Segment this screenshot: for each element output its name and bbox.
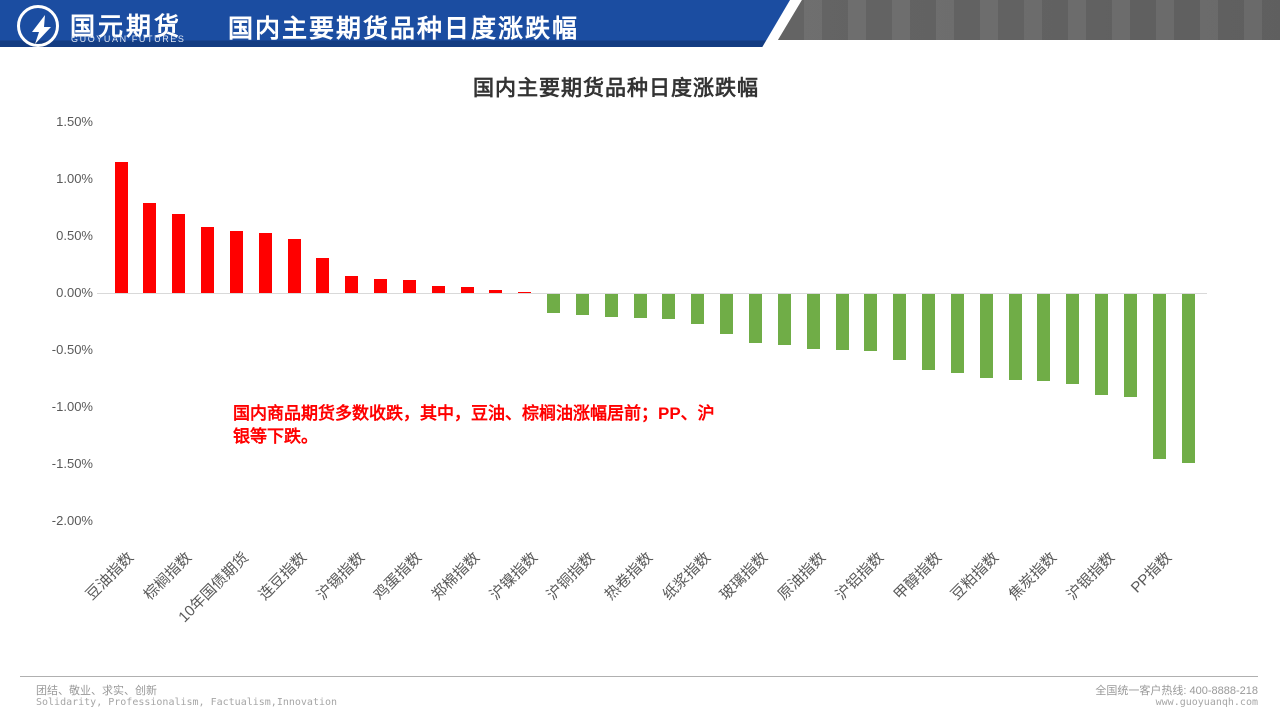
bar — [950, 294, 964, 373]
bar — [777, 294, 791, 346]
y-axis-tick: 0.00% — [56, 285, 93, 300]
guoyuan-logo-icon — [17, 5, 59, 47]
x-axis-label: 豆粕指数 — [947, 549, 1003, 604]
bar — [1181, 294, 1195, 463]
bar — [258, 232, 272, 293]
lightning-bolt-icon — [32, 15, 51, 44]
bar — [518, 291, 532, 293]
annotation-text: 国内商品期货多数收跌，其中，豆油、棕榈油涨幅居前；PP、沪 银等下跌。 — [233, 402, 715, 448]
bar — [143, 202, 157, 293]
y-axis-tick: -2.00% — [51, 513, 93, 528]
bar — [374, 279, 388, 293]
bar — [604, 294, 618, 317]
y-axis-tick: -1.00% — [51, 399, 93, 414]
x-axis-label: 甲醇指数 — [890, 549, 945, 604]
footer-motto-en: Solidarity, Professionalism, Factualism,… — [36, 697, 338, 708]
bar — [229, 231, 243, 293]
logo-text-en: GUOYUAN FUTURES — [71, 34, 186, 44]
y-axis-tick: 1.00% — [56, 171, 93, 186]
header-blue-band: 国元期货 GUOYUAN FUTURES 国内主要期货品种日度涨跌幅 — [0, 0, 790, 47]
bar — [172, 214, 186, 293]
bar — [1008, 294, 1022, 380]
x-axis-label: 沪锡指数 — [313, 549, 368, 604]
bar — [402, 280, 416, 293]
bar — [893, 294, 907, 361]
bar — [748, 294, 762, 344]
footer-motto-cn: 团结、敬业、求实、创新 — [36, 685, 157, 697]
y-axis-tick: 0.50% — [56, 228, 93, 243]
bar — [1123, 294, 1137, 397]
y-axis-tick: -0.50% — [51, 342, 93, 357]
bar — [547, 294, 561, 314]
zero-gridline — [97, 293, 1207, 294]
logo-text-cn: 国元期货 — [70, 13, 183, 41]
bar — [287, 239, 301, 293]
bar — [114, 161, 128, 293]
bar — [864, 294, 878, 351]
bar — [431, 286, 445, 293]
y-axis-tick: -1.50% — [51, 456, 93, 471]
bar — [806, 294, 820, 349]
x-axis-label: 热卷指数 — [601, 549, 657, 604]
chart-title: 国内主要期货品种日度涨跌幅 — [473, 76, 759, 100]
x-axis-label: 沪铜指数 — [544, 549, 599, 604]
x-axis-label: 原油指数 — [774, 549, 830, 604]
y-axis-tick: 1.50% — [56, 114, 93, 129]
bar — [1152, 294, 1166, 460]
x-axis-label: 沪银指数 — [1063, 549, 1118, 604]
bar — [662, 294, 676, 320]
x-axis-label: 焦炭指数 — [1005, 549, 1061, 604]
x-axis-label: 鸡蛋指数 — [371, 549, 426, 604]
bar — [1037, 294, 1051, 381]
x-axis-label: 玻璃指数 — [717, 549, 772, 604]
bar — [345, 275, 359, 293]
x-axis-label: PP指数 — [1127, 549, 1176, 597]
header-gray-band — [778, 0, 1280, 40]
bar — [979, 294, 993, 379]
x-axis-label: 沪镍指数 — [486, 549, 541, 604]
bar — [922, 294, 936, 371]
bar — [1095, 294, 1109, 396]
header-title: 国内主要期货品种日度涨跌幅 — [228, 15, 580, 43]
x-axis-label: 郑棉指数 — [428, 549, 484, 604]
x-axis-label: 沪铝指数 — [832, 549, 887, 604]
bar — [1066, 294, 1080, 385]
bar — [316, 257, 330, 293]
x-axis-label: 棕榈指数 — [140, 549, 195, 604]
bar — [720, 294, 734, 334]
bar — [201, 226, 215, 293]
bar — [835, 294, 849, 350]
annotation-line-2: 银等下跌。 — [233, 427, 318, 446]
footer-website: www.guoyuanqh.com — [1155, 697, 1258, 708]
bar — [489, 289, 503, 293]
bar — [575, 294, 589, 315]
annotation-line-1: 国内商品期货多数收跌，其中，豆油、棕榈油涨幅居前；PP、沪 — [233, 404, 715, 423]
footer-hotline: 全国统一客户热线: 400-8888-218 — [1095, 685, 1258, 697]
x-axis-label: 豆油指数 — [82, 549, 138, 604]
footer-divider — [20, 676, 1258, 677]
bar — [633, 294, 647, 318]
bar — [460, 287, 474, 293]
x-axis-label: 连豆指数 — [255, 549, 311, 604]
x-axis-label: 纸浆指数 — [659, 549, 714, 604]
bar — [691, 294, 705, 324]
